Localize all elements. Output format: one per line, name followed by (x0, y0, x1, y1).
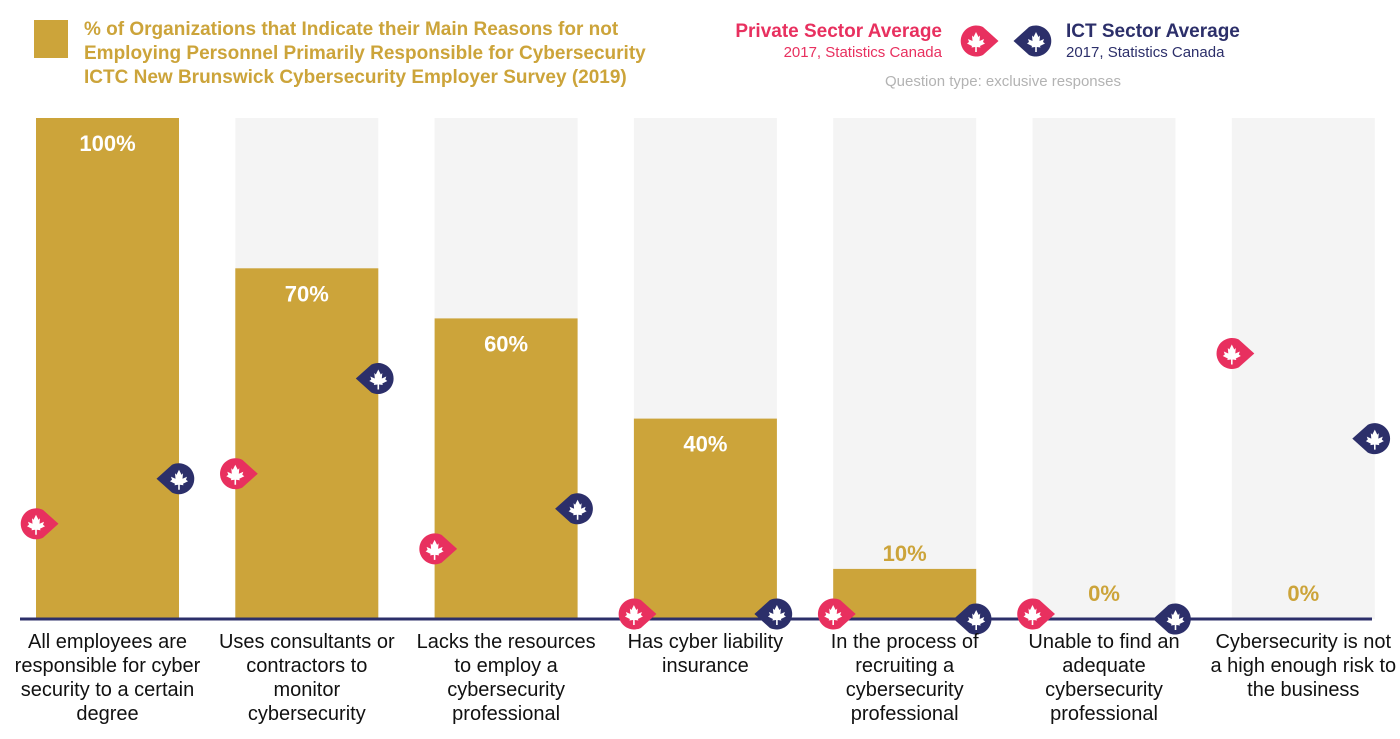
private-sector-marker (220, 458, 258, 490)
category-label: Lacks the resources to employ a cybersec… (416, 631, 596, 725)
ict-sector-marker (355, 363, 394, 395)
private-sector-marker (1017, 598, 1055, 630)
bar (235, 268, 379, 619)
bar-value-label: 60% (484, 331, 528, 356)
private-sector-marker (817, 598, 856, 630)
bar-background (1231, 118, 1375, 619)
bar-value-label: 0% (1088, 581, 1120, 606)
bar-value-label: 40% (683, 432, 727, 457)
ict-sector-marker (754, 598, 793, 630)
legend-private-marker (960, 25, 999, 57)
ict-sector-marker (1352, 423, 1391, 455)
bar-value-label: 100% (79, 131, 135, 156)
category-label: Uses consultants or contractors to monit… (218, 631, 395, 725)
ict-sector-marker (1153, 603, 1191, 635)
legend-ict-marker (1013, 25, 1052, 57)
private-sector-marker (419, 533, 458, 565)
private-sector-marker (1216, 337, 1255, 369)
ict-sector-marker (555, 493, 593, 525)
legend-ict-label: ICT Sector Average (1066, 21, 1240, 42)
bar-background (1032, 118, 1176, 619)
ict-sector-marker (156, 463, 195, 495)
legend-private-label: Private Sector Average (735, 21, 942, 42)
ict-sector-marker (953, 603, 992, 635)
category-label: Unable to find an adequate cybersecurity… (1028, 631, 1180, 725)
legend-private-source: 2017, Statistics Canada (783, 44, 942, 61)
bar-value-label: 0% (1287, 581, 1319, 606)
bar (633, 418, 777, 619)
bar (36, 118, 179, 619)
bar-background (833, 118, 977, 619)
chart-title: % of Organizations that Indicate their M… (84, 19, 646, 88)
legend-ict-source: 2017, Statistics Canada (1066, 44, 1225, 61)
category-label: In the process of recruiting a cybersecu… (830, 631, 979, 725)
bar (434, 318, 578, 619)
legend-ict-sector: ICT Sector Average 2017, Statistics Cana… (1066, 20, 1256, 62)
bar-value-label: 10% (883, 541, 927, 566)
private-sector-marker (618, 598, 657, 630)
category-label: Has cyber liability insurance (627, 631, 784, 677)
category-label: All employees are responsible for cyber … (14, 631, 201, 725)
legend-swatch (34, 20, 68, 58)
category-label: Cybersecurity is not a high enough risk … (1210, 631, 1397, 701)
private-sector-marker (20, 508, 59, 540)
question-type: Question type: exclusive responses (885, 73, 1121, 90)
legend-private-sector: Private Sector Average 2017, Statistics … (680, 20, 942, 62)
bar (833, 568, 977, 619)
bar-value-label: 70% (285, 281, 329, 306)
